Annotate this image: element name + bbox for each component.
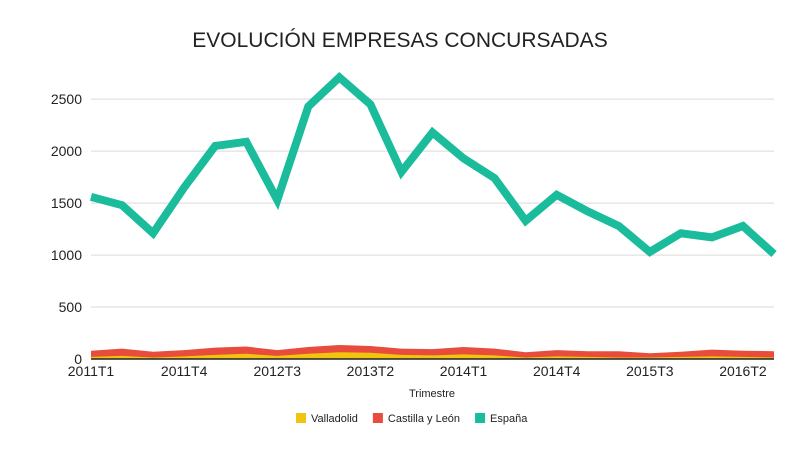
x-tick-label: 2016T2: [719, 363, 767, 379]
x-tick-label: 2012T3: [254, 363, 302, 379]
legend-item-label: España: [490, 413, 528, 425]
legend-item-label: Valladolid: [311, 413, 358, 425]
legend-item-label: Castilla y León: [388, 413, 460, 425]
line-españa: [89, 71, 777, 257]
y-tick-label: 1000: [51, 247, 82, 263]
legend-swatch: [475, 413, 486, 423]
x-tick-label: 2013T2: [347, 363, 395, 379]
y-tick-labels: 0 500 1000 1500 2000 2500: [51, 91, 82, 367]
x-tick-label: 2015T3: [626, 363, 674, 379]
line-series: [89, 71, 777, 257]
y-tick-label: 2500: [51, 91, 82, 107]
x-axis-label: Trimestre: [409, 388, 455, 400]
y-tick-label: 500: [59, 299, 83, 315]
area-valladolid: [91, 352, 774, 359]
x-tick-label: 2011T4: [161, 363, 208, 379]
x-tick-label: 2014T4: [533, 363, 581, 379]
y-tick-label: 0: [74, 351, 82, 367]
chart-title: EVOLUCIÓN EMPRESAS CONCURSADAS: [192, 29, 607, 52]
y-tick-label: 1500: [51, 195, 82, 211]
grid: [91, 98, 774, 308]
legend-swatch: [372, 413, 383, 423]
legend: Valladolid Castilla y León España: [296, 413, 528, 425]
legend-swatch: [296, 413, 306, 423]
x-tick-label: 2011T1: [68, 363, 115, 379]
y-tick-label: 2000: [51, 143, 82, 159]
x-tick-label: 2014T1: [440, 363, 488, 379]
x-tick-labels: 2011T1 2011T4 2012T3 2013T2 2014T1 2014T4 2015…: [68, 363, 767, 379]
area-series: [91, 344, 774, 359]
